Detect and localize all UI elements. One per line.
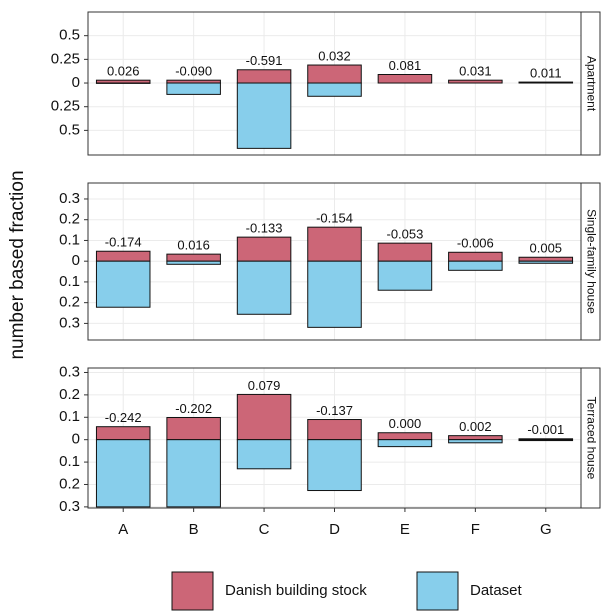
y-tick-label: 0.25	[51, 98, 80, 115]
bar	[448, 439, 503, 444]
difference-label: -0.242	[105, 410, 142, 425]
bar	[236, 82, 292, 149]
bar	[448, 251, 503, 262]
bar	[518, 260, 574, 264]
bar	[377, 242, 433, 262]
y-tick-label: 0.25	[51, 50, 80, 67]
bar	[95, 260, 151, 308]
facet-label: Single-family house	[584, 209, 598, 314]
bar	[377, 260, 433, 291]
bar	[518, 81, 574, 84]
bar	[307, 439, 362, 492]
bar	[518, 439, 574, 442]
y-tick-label: 0.1	[59, 231, 80, 248]
y-tick-label: 0.3	[59, 498, 80, 515]
difference-label: -0.174	[105, 235, 142, 250]
difference-label: -0.154	[316, 211, 353, 226]
facet-label: Apartment	[584, 56, 598, 112]
facet-label: Terraced house	[584, 397, 598, 480]
legend-swatch	[171, 571, 214, 611]
bar	[307, 260, 362, 328]
x-tick-label: D	[329, 521, 340, 538]
difference-label: 0.032	[318, 48, 351, 63]
bar	[95, 250, 151, 262]
difference-label: 0.002	[459, 419, 492, 434]
bar	[236, 260, 292, 315]
y-tick-label: 0.5	[59, 27, 80, 44]
y-tick-label: 0.2	[59, 294, 80, 311]
y-tick-label: 0	[72, 431, 80, 448]
bar	[448, 435, 503, 441]
difference-label: 0.011	[530, 66, 562, 81]
bar	[307, 82, 362, 97]
bar	[236, 69, 292, 84]
difference-label: -0.090	[175, 64, 212, 79]
bar	[236, 236, 292, 262]
bar	[448, 260, 503, 271]
bar	[307, 419, 362, 441]
difference-label: 0.081	[389, 58, 422, 73]
y-tick-label: 0.3	[59, 363, 80, 380]
difference-label: -0.133	[246, 221, 283, 236]
x-tick-label: C	[259, 521, 270, 538]
difference-label: 0.016	[177, 238, 210, 253]
y-tick-label: 0.1	[59, 453, 80, 470]
x-tick-label: F	[471, 521, 480, 538]
bar	[166, 417, 221, 441]
bar	[166, 82, 221, 95]
difference-label: -0.053	[386, 227, 423, 242]
x-tick-label: B	[189, 521, 199, 538]
y-tick-label: 0.2	[59, 386, 80, 403]
bar	[95, 426, 151, 441]
legend-label: Danish building stock	[225, 582, 367, 599]
difference-label: -0.137	[316, 403, 353, 418]
strip	[580, 182, 601, 341]
bar	[307, 226, 362, 262]
bar	[166, 260, 221, 265]
strip	[580, 367, 601, 509]
difference-label: 0.000	[389, 416, 422, 431]
y-tick-label: 0.2	[59, 475, 80, 492]
bar	[448, 79, 503, 84]
bar	[307, 64, 362, 84]
legend-label: Dataset	[470, 582, 523, 599]
bar	[377, 439, 433, 448]
difference-label: 0.031	[459, 64, 492, 79]
bar	[166, 439, 221, 508]
difference-label: -0.006	[457, 236, 494, 251]
bar	[236, 439, 292, 470]
y-tick-label: 0.1	[59, 408, 80, 425]
y-tick-label: 0.1	[59, 273, 80, 290]
bar	[95, 439, 151, 508]
bar	[166, 253, 221, 262]
y-tick-label: 0	[72, 74, 80, 91]
y-tick-label: 0.5	[59, 121, 80, 138]
y-tick-label: 0.2	[59, 211, 80, 228]
y-tick-label: 0.3	[59, 190, 80, 207]
y-axis-title: number based fraction	[7, 170, 28, 359]
difference-label: 0.026	[107, 64, 140, 79]
y-tick-label: 0	[72, 252, 80, 269]
bar	[518, 256, 574, 262]
x-tick-label: A	[118, 521, 128, 538]
bar	[236, 393, 292, 441]
x-tick-label: G	[540, 521, 552, 538]
difference-label: -0.591	[246, 53, 283, 68]
legend-swatch	[416, 571, 459, 611]
bar	[377, 432, 433, 441]
difference-label: 0.079	[248, 378, 281, 393]
bar	[377, 74, 433, 84]
difference-label: -0.001	[527, 422, 564, 437]
x-tick-label: E	[400, 521, 410, 538]
difference-label: -0.202	[175, 401, 212, 416]
y-tick-label: 0.3	[59, 314, 80, 331]
difference-label: 0.005	[530, 241, 563, 256]
strip	[580, 11, 601, 156]
